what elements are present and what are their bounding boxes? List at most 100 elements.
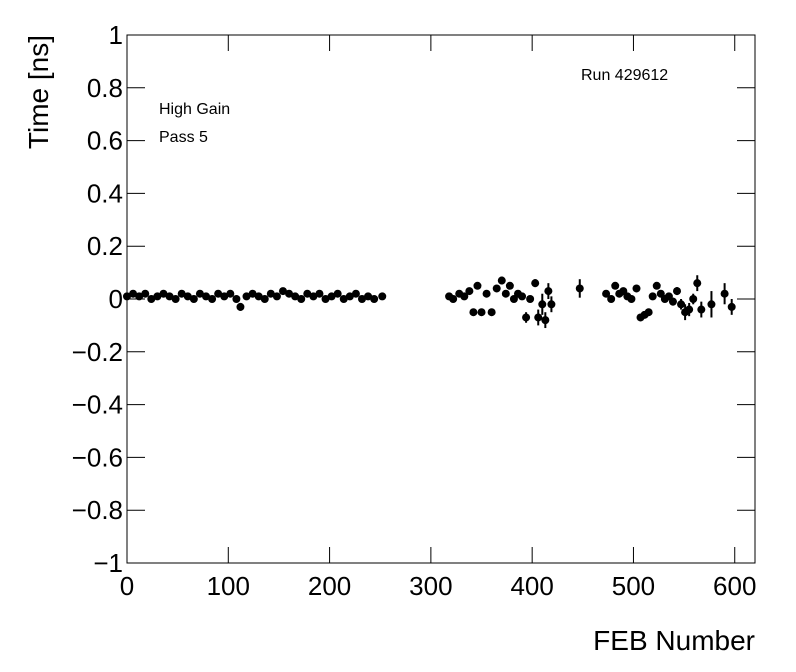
data-point (531, 279, 540, 288)
data-point (673, 287, 682, 296)
data-point (492, 284, 501, 293)
data-point (693, 279, 702, 288)
annotation: Run 429612 (581, 67, 668, 84)
data-point (526, 295, 535, 303)
x-axis-label: FEB Number (593, 625, 755, 656)
data-point (632, 284, 641, 293)
data-point (272, 292, 281, 301)
data-point (303, 289, 312, 298)
y-tick-label: −1 (93, 548, 123, 578)
data-point (297, 295, 306, 303)
data-point (449, 295, 458, 303)
y-tick-label: −0.8 (72, 495, 123, 525)
data-point (189, 295, 198, 303)
data-point (333, 289, 342, 298)
data-point (501, 289, 510, 298)
data-point (147, 295, 156, 303)
data-point (202, 292, 211, 301)
data-point (697, 305, 706, 314)
y-tick-label: −0.4 (72, 390, 123, 420)
data-point (242, 292, 251, 301)
y-tick-label: 0.8 (87, 73, 123, 103)
data-point (291, 292, 300, 301)
data-point (195, 289, 204, 298)
data-point (497, 276, 506, 285)
y-tick-label: 0.6 (87, 126, 123, 156)
y-tick-label: 0 (109, 284, 123, 314)
data-point (544, 287, 553, 296)
data-point (153, 292, 162, 301)
data-point (321, 295, 330, 303)
data-point (477, 308, 486, 317)
data-point (159, 289, 168, 298)
y-tick-label: −0.6 (72, 442, 123, 472)
data-point (260, 295, 269, 303)
x-tick-label: 0 (120, 571, 134, 601)
x-tick-label: 100 (207, 571, 250, 601)
data-point (248, 289, 257, 298)
data-point (538, 300, 547, 309)
data-point (285, 289, 294, 298)
data-point (378, 292, 387, 301)
data-point (351, 289, 360, 298)
data-point (607, 295, 616, 303)
x-tick-label: 400 (510, 571, 553, 601)
data-point (611, 281, 620, 290)
x-tick-label: 300 (409, 571, 452, 601)
data-point (652, 281, 661, 290)
x-tick-label: 600 (713, 571, 756, 601)
data-point (141, 289, 150, 298)
y-axis-label: Time [ns] (23, 35, 54, 149)
data-point (460, 292, 469, 301)
data-point (685, 305, 694, 314)
data-point (707, 300, 716, 309)
data-point (627, 295, 636, 303)
data-point (278, 287, 287, 296)
data-point (220, 292, 229, 301)
data-point (226, 289, 235, 298)
x-tick-label: 200 (308, 571, 351, 601)
data-point (123, 292, 131, 301)
data-point (309, 292, 318, 301)
data-point (518, 292, 527, 301)
data-point (677, 300, 686, 309)
data-point (236, 302, 245, 311)
data-point (339, 295, 348, 303)
data-point (165, 292, 174, 301)
data-point (727, 302, 736, 311)
data-point (254, 292, 263, 301)
data-point (644, 308, 653, 317)
data-point (465, 287, 474, 296)
data-point (469, 308, 478, 317)
data-point (357, 295, 366, 303)
data-point (266, 289, 275, 298)
data-point (129, 289, 138, 298)
data-point (720, 289, 729, 298)
data-point (547, 300, 556, 309)
x-tick-label: 500 (612, 571, 655, 601)
data-point (575, 284, 584, 293)
data-point (315, 289, 324, 298)
data-point (214, 289, 223, 298)
data-point (648, 292, 657, 301)
y-tick-label: −0.2 (72, 337, 123, 367)
data-point (177, 289, 186, 298)
y-tick-label: 1 (109, 20, 123, 50)
data-point (541, 316, 550, 325)
y-tick-label: 0.2 (87, 231, 123, 261)
data-point (689, 295, 698, 303)
data-point (370, 295, 379, 303)
data-point (232, 295, 241, 303)
data-point (505, 281, 514, 290)
annotation: High Gain (159, 101, 230, 118)
data-point (534, 313, 543, 322)
data-point (668, 297, 677, 306)
data-point (135, 292, 144, 301)
data-point (364, 292, 373, 301)
data-point (171, 295, 180, 303)
annotation: Pass 5 (159, 129, 208, 146)
data-point (487, 308, 496, 317)
data-point (602, 289, 611, 298)
data-point (473, 281, 482, 290)
